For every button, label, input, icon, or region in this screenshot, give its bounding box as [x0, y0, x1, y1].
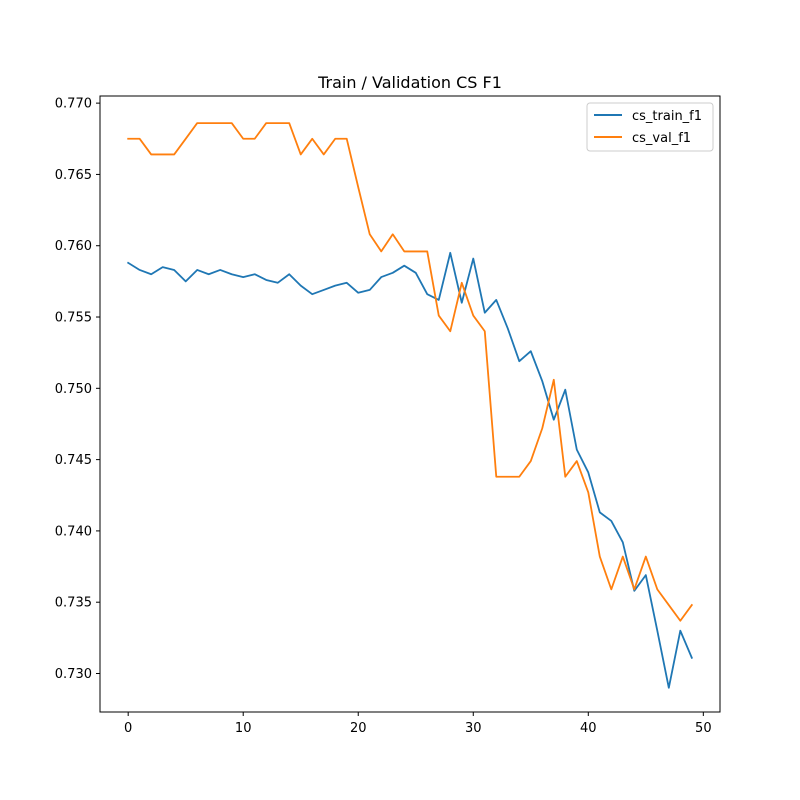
x-tick-label: 40 [580, 721, 597, 736]
legend: cs_train_f1 cs_val_f1 [586, 102, 714, 152]
x-tick-label: 20 [350, 721, 367, 736]
axes-frame [99, 95, 721, 713]
chart-title: Train / Validation CS F1 [317, 73, 502, 92]
y-tick-label: 0.735 [55, 596, 92, 611]
x-tick-label: 30 [465, 721, 482, 736]
x-tick-label: 10 [235, 721, 252, 736]
y-tick-label: 0.750 [55, 382, 92, 397]
y-tick-label: 0.745 [55, 453, 92, 468]
plot-area [126, 122, 694, 689]
y-tick-label: 0.740 [55, 524, 92, 539]
legend-label-cs-val-f1: cs_val_f1 [632, 131, 691, 146]
y-tick-label: 0.730 [55, 667, 92, 682]
y-tick-label: 0.770 [55, 97, 92, 112]
legend-label-cs-train-f1: cs_train_f1 [632, 109, 702, 124]
series-line-cs-train-f1 [126, 251, 694, 689]
series-line-cs-val-f1 [127, 122, 694, 622]
y-tick-label: 0.755 [55, 311, 92, 326]
y-tick-label: 0.760 [55, 239, 92, 254]
x-tick-label: 50 [695, 721, 712, 736]
x-tick-label: 0 [124, 721, 132, 736]
axis-ticks: 0 10 20 30 40 50 0.730 0.735 0.740 0.745 0.750 0.75… [55, 97, 712, 736]
y-tick-label: 0.765 [55, 168, 92, 183]
